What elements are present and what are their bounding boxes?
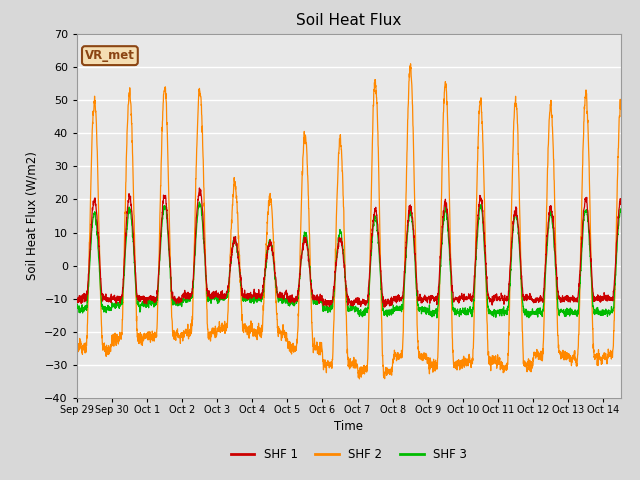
Text: VR_met: VR_met	[85, 49, 135, 62]
Y-axis label: Soil Heat Flux (W/m2): Soil Heat Flux (W/m2)	[26, 152, 38, 280]
Title: Soil Heat Flux: Soil Heat Flux	[296, 13, 401, 28]
X-axis label: Time: Time	[334, 420, 364, 432]
Legend: SHF 1, SHF 2, SHF 3: SHF 1, SHF 2, SHF 3	[226, 443, 472, 466]
